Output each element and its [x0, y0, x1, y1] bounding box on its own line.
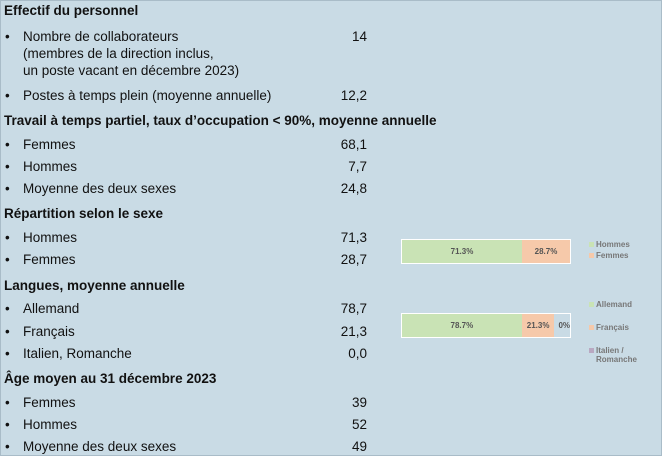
language-stacked-bar: 78.7% 21.3% 0% — [401, 313, 571, 338]
row-label: Italien, Romanche — [23, 346, 132, 361]
data-label: 78.7% — [450, 321, 474, 330]
data-label: 71.3% — [450, 247, 474, 256]
bullet-icon: • — [5, 230, 10, 245]
section-title-sexe: Répartition selon le sexe — [4, 206, 164, 221]
row-value: 12,2 — [340, 88, 367, 103]
bar-segment-femmes: 28.7% — [522, 240, 570, 263]
legend-item: Français — [589, 323, 649, 332]
gender-stacked-bar: 71.3% 28.7% — [401, 239, 571, 264]
bar-segment-italien-romanche: 0% — [554, 314, 570, 337]
row-label: Hommes — [23, 230, 78, 245]
bullet-icon: • — [5, 137, 10, 152]
legend-swatch — [589, 242, 594, 247]
data-label: 28.7% — [534, 247, 558, 256]
bullet-icon: • — [5, 439, 10, 454]
row-value: 21,3 — [340, 324, 367, 339]
data-label: 21.3% — [526, 321, 550, 330]
bar-segment-hommes: 71.3% — [402, 240, 522, 263]
row-label-line2: (membres de la direction inclus, — [23, 46, 214, 61]
row-value: 71,3 — [340, 230, 367, 245]
legend-swatch — [589, 302, 594, 307]
section-title-partiel: Travail à temps partiel, taux d’occupati… — [4, 113, 437, 128]
bullet-icon: • — [5, 301, 10, 316]
legend-swatch — [589, 348, 594, 353]
row-value: 24,8 — [340, 181, 367, 196]
gender-legend: Hommes Femmes — [589, 240, 630, 262]
row-value: 68,1 — [340, 137, 367, 152]
bullet-icon: • — [5, 252, 10, 267]
row-label-line3: un poste vacant en décembre 2023) — [23, 63, 240, 78]
bar-segment-allemand: 78.7% — [402, 314, 522, 337]
legend-swatch — [589, 253, 594, 258]
legend-item: Femmes — [589, 251, 630, 260]
bullet-icon: • — [5, 346, 10, 361]
bar-segment-francais: 21.3% — [521, 314, 555, 337]
legend-label: Allemand — [596, 300, 633, 309]
row-value: 28,7 — [340, 252, 367, 267]
row-label: Moyenne des deux sexes — [23, 181, 177, 196]
row-label: Femmes — [23, 252, 76, 267]
row-label: Moyenne des deux sexes — [23, 439, 177, 454]
section-title-langues: Langues, moyenne annuelle — [4, 278, 185, 293]
row-label: Allemand — [23, 301, 80, 316]
bullet-icon: • — [5, 159, 10, 174]
row-label: Postes à temps plein (moyenne annuelle) — [23, 88, 272, 103]
bullet-icon: • — [5, 29, 10, 44]
row-label: Français — [23, 324, 75, 339]
legend-item: Allemand — [589, 300, 649, 309]
row-value: 14 — [351, 29, 367, 44]
row-value: 78,7 — [340, 301, 367, 316]
row-value: 7,7 — [348, 159, 367, 174]
bullet-icon: • — [5, 417, 10, 432]
legend-swatch — [589, 325, 594, 330]
row-value: 39 — [351, 395, 367, 410]
bullet-icon: • — [5, 395, 10, 410]
legend-label: Hommes — [596, 240, 630, 249]
data-label: 0% — [558, 321, 570, 330]
bullet-icon: • — [5, 88, 10, 103]
legend-item: Italien / Romanche — [589, 346, 649, 364]
row-label: Hommes — [23, 159, 78, 174]
row-value: 49 — [351, 439, 367, 454]
row-value: 52 — [351, 417, 367, 432]
section-title-age: Âge moyen au 31 décembre 2023 — [4, 371, 217, 386]
legend-label: Italien / Romanche — [596, 346, 637, 364]
bullet-icon: • — [5, 324, 10, 339]
legend-item: Hommes — [589, 240, 630, 249]
row-label: Femmes — [23, 137, 76, 152]
legend-label: Femmes — [596, 251, 629, 260]
bullet-icon: • — [5, 181, 10, 196]
legend-label: Français — [596, 323, 629, 332]
list-item: • Nombre de collaborateurs (membres de l… — [0, 28, 380, 80]
language-legend: Allemand Français Italien / Romanche — [589, 300, 649, 366]
row-value: 0,0 — [348, 346, 367, 361]
row-label: Nombre de collaborateurs — [23, 29, 179, 44]
section-title-effectif: Effectif du personnel — [4, 3, 139, 18]
row-label: Femmes — [23, 395, 76, 410]
row-label: Hommes — [23, 417, 78, 432]
